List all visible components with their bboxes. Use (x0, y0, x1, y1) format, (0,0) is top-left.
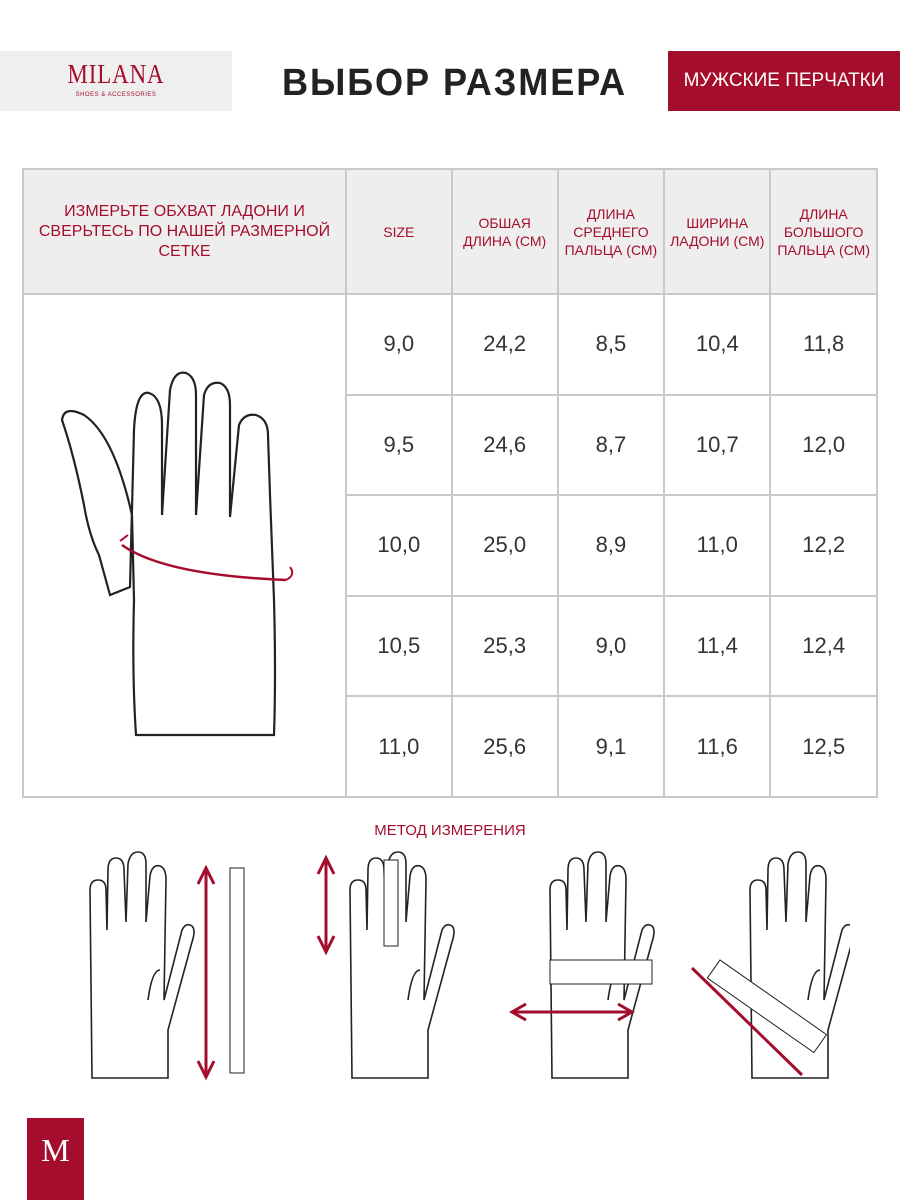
table-cell: 12,5 (769, 695, 878, 798)
glove-palm-width (508, 851, 655, 1079)
glove-thumb-length (690, 851, 850, 1079)
table-cell: 9,5 (345, 393, 453, 497)
table-row: 10,5 25,3 9,0 11,4 12,4 (23, 594, 878, 698)
ruler-icon (383, 859, 399, 947)
table-cell: 9,1 (556, 695, 666, 798)
hand-icon (60, 371, 294, 737)
col-header: ШИРИНА ЛАДОНИ (СМ) (663, 168, 772, 295)
table-cell: 10,4 (663, 293, 772, 396)
table-cell: 10,7 (663, 393, 772, 497)
table-cell: 10,5 (345, 594, 453, 698)
table-header: ИЗМЕРЬТЕ ОБХВАТ ЛАДОНИ И СВЕРЬТЕСЬ ПО НА… (22, 168, 878, 295)
table-cell: 12,2 (769, 494, 878, 597)
table-cell: 25,6 (450, 695, 559, 798)
col-header: ДЛИНА СРЕДНЕГО ПАЛЬЦА (СМ) (556, 168, 666, 295)
table-cell: 8,5 (556, 293, 666, 396)
brand-name: MILANA (67, 59, 165, 89)
size-table: ИЗМЕРЬТЕ ОБХВАТ ЛАДОНИ И СВЕРЬТЕСЬ ПО НА… (22, 168, 878, 798)
table-cell: 11,0 (345, 695, 453, 798)
method-title: МЕТОД ИЗМЕРЕНИЯ (374, 822, 526, 839)
table-row: 10,0 25,0 8,9 11,0 12,2 (23, 494, 878, 597)
table-cell: 11,6 (663, 695, 772, 798)
table-cell: 9,0 (345, 293, 453, 396)
table-cell: 25,0 (450, 494, 559, 597)
glove-total-length (89, 851, 245, 1081)
category-badge: МУЖСКИЕ ПЕРЧАТКИ (668, 51, 900, 111)
table-cell: 8,7 (556, 393, 666, 497)
page-title: ВЫБОР РАЗМЕРА (282, 62, 627, 104)
glove-middle-finger (316, 851, 455, 1079)
col-header: SIZE (345, 168, 453, 295)
table-cell: 12,4 (769, 594, 878, 698)
table-cell: 8,9 (556, 494, 666, 597)
table-row: 9,5 24,6 8,7 10,7 12,0 (23, 393, 878, 497)
table-cell: 9,0 (556, 594, 666, 698)
table-cell: 11,4 (663, 594, 772, 698)
table-row: 11,0 25,6 9,1 11,6 12,5 (23, 695, 878, 798)
brand-tagline: SHOES & ACCESSORIES (75, 92, 157, 98)
measurement-illustrations (89, 851, 850, 1081)
brand-logo: MILANA SHOES & ACCESSORIES (0, 51, 232, 111)
hand-illustration (22, 293, 347, 798)
table-cell: 11,0 (663, 494, 772, 597)
table-row: 9,0 24,2 8,5 10,4 11,8 (22, 293, 878, 798)
table-cell: 10,0 (345, 494, 453, 597)
col-header: ОБШАЯ ДЛИНА (СМ) (450, 168, 559, 295)
ruler-icon (549, 959, 653, 985)
table-cell: 11,8 (769, 293, 878, 396)
ruler-icon (706, 959, 828, 1054)
table-cell: 24,2 (450, 293, 559, 396)
col-header: ДЛИНА БОЛЬШОГО ПАЛЬЦА (СМ) (769, 168, 878, 295)
table-cell: 12,0 (769, 393, 878, 497)
table-cell: 24,6 (450, 393, 559, 497)
instruction-text: ИЗМЕРЬТЕ ОБХВАТ ЛАДОНИ И СВЕРЬТЕСЬ ПО НА… (22, 168, 347, 295)
table-cell: 25,3 (450, 594, 559, 698)
ruler-icon (229, 867, 245, 1074)
footer-logo-mark: M (27, 1118, 84, 1200)
